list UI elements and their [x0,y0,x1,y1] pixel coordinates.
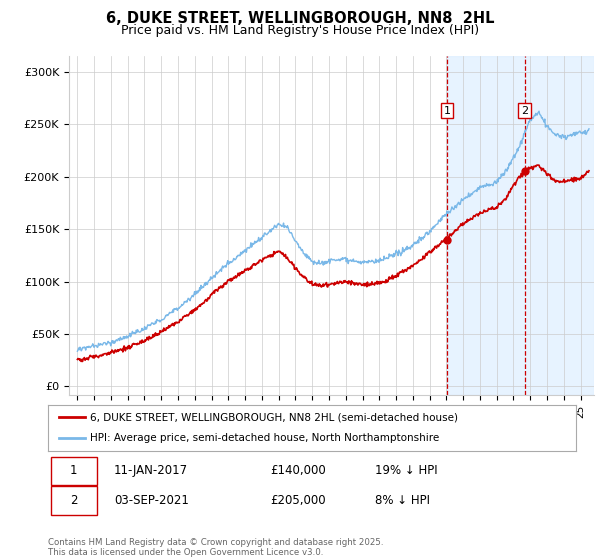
Text: 2: 2 [70,494,77,507]
Text: 19% ↓ HPI: 19% ↓ HPI [376,464,438,478]
Text: £205,000: £205,000 [270,494,325,507]
Text: £140,000: £140,000 [270,464,326,478]
Text: Contains HM Land Registry data © Crown copyright and database right 2025.
This d: Contains HM Land Registry data © Crown c… [48,538,383,557]
Text: 6, DUKE STREET, WELLINGBOROUGH, NN8  2HL: 6, DUKE STREET, WELLINGBOROUGH, NN8 2HL [106,11,494,26]
Text: 2: 2 [521,105,528,115]
Text: 6, DUKE STREET, WELLINGBOROUGH, NN8 2HL (semi-detached house): 6, DUKE STREET, WELLINGBOROUGH, NN8 2HL … [90,412,458,422]
Text: 1: 1 [70,464,77,478]
Text: 1: 1 [443,105,451,115]
Text: 03-SEP-2021: 03-SEP-2021 [114,494,189,507]
Text: 11-JAN-2017: 11-JAN-2017 [114,464,188,478]
FancyBboxPatch shape [50,457,97,485]
Text: HPI: Average price, semi-detached house, North Northamptonshire: HPI: Average price, semi-detached house,… [90,433,439,444]
FancyBboxPatch shape [50,487,97,515]
Bar [447,56,594,395]
Text: Price paid vs. HM Land Registry's House Price Index (HPI): Price paid vs. HM Land Registry's House … [121,24,479,37]
Text: 8% ↓ HPI: 8% ↓ HPI [376,494,430,507]
